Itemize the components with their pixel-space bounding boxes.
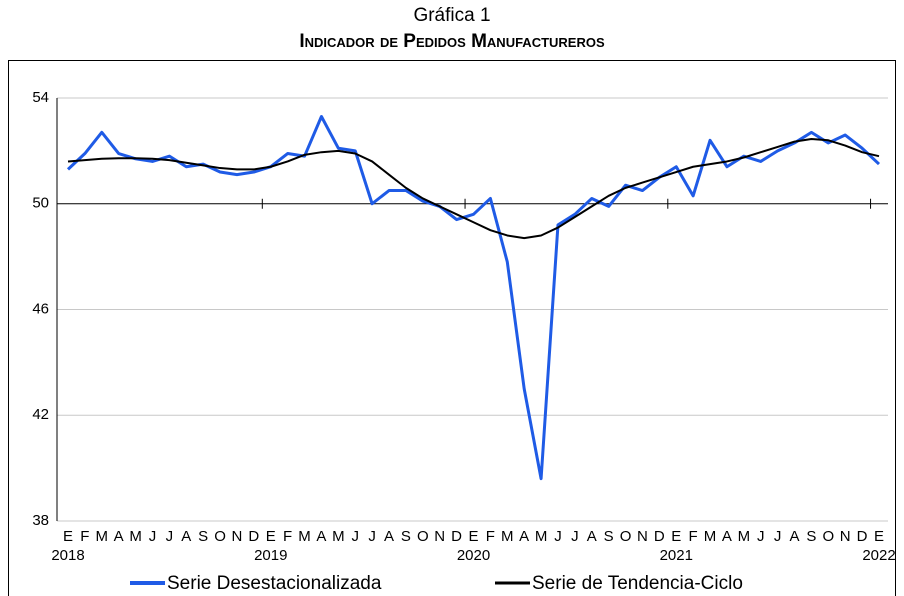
x-tick-label: N [637, 528, 648, 545]
x-tick-label: A [316, 528, 326, 545]
x-tick-label: O [417, 528, 429, 545]
x-tick-label: M [501, 528, 514, 545]
x-tick-label: D [654, 528, 665, 545]
series-line [67, 137, 880, 240]
x-tick-label: F [283, 528, 292, 545]
x-tick-label: A [519, 528, 529, 545]
y-tick-label: 46 [32, 300, 49, 317]
x-tick-label: E [266, 528, 276, 545]
x-tick-label: D [451, 528, 462, 545]
x-tick-label: S [604, 528, 614, 545]
x-tick-label: E [468, 528, 478, 545]
x-tick-label: E [671, 528, 681, 545]
x-tick-label: M [96, 528, 109, 545]
x-tick-label: J [166, 528, 174, 545]
legend-label: Serie Desestacionalizada [167, 573, 382, 594]
legend-label: Serie de Tendencia-Ciclo [532, 573, 743, 594]
x-tick-label: J [571, 528, 579, 545]
x-tick-label: J [757, 528, 765, 545]
frame [8, 60, 896, 596]
x-tick-label: A [181, 528, 191, 545]
x-tick-label: M [298, 528, 311, 545]
x-tick-label: J [554, 528, 562, 545]
chart-title: Gráfica 1 [413, 5, 490, 26]
y-tick-label: 38 [32, 512, 49, 529]
x-tick-label: N [232, 528, 243, 545]
x-tick-label: S [401, 528, 411, 545]
x-tick-label: J [149, 528, 157, 545]
x-tick-label: M [332, 528, 345, 545]
x-tick-label: F [80, 528, 89, 545]
year-label: 2022 [862, 547, 895, 564]
y-tick-label: 54 [32, 89, 49, 106]
x-tick-label: A [587, 528, 597, 545]
x-tick-label: N [434, 528, 445, 545]
x-tick-label: O [620, 528, 632, 545]
x-tick-label: E [63, 528, 73, 545]
year-label: 2019 [254, 547, 287, 564]
year-label: 2020 [457, 547, 490, 564]
x-tick-label: D [857, 528, 868, 545]
x-tick-label: A [114, 528, 124, 545]
x-tick-label: O [214, 528, 226, 545]
x-tick-label: F [486, 528, 495, 545]
x-tick-label: N [840, 528, 851, 545]
x-tick-label: A [384, 528, 394, 545]
x-tick-label: A [722, 528, 732, 545]
x-tick-label: J [368, 528, 376, 545]
x-tick-label: E [874, 528, 884, 545]
x-tick-label: F [689, 528, 698, 545]
x-tick-label: D [248, 528, 259, 545]
x-tick-label: M [704, 528, 717, 545]
x-tick-label: M [738, 528, 751, 545]
y-tick-label: 50 [32, 195, 49, 212]
x-tick-label: J [351, 528, 359, 545]
x-tick-label: M [129, 528, 142, 545]
chart-subtitle: Indicador de Pedidos Manufactureros [299, 31, 605, 52]
x-tick-label: A [790, 528, 800, 545]
year-label: 2018 [51, 547, 84, 564]
year-label: 2021 [660, 547, 693, 564]
x-tick-label: M [535, 528, 548, 545]
y-tick-label: 42 [32, 406, 49, 423]
x-tick-label: J [774, 528, 782, 545]
x-tick-label: O [822, 528, 834, 545]
x-tick-label: S [806, 528, 816, 545]
series-line [66, 115, 881, 481]
x-tick-label: S [198, 528, 208, 545]
